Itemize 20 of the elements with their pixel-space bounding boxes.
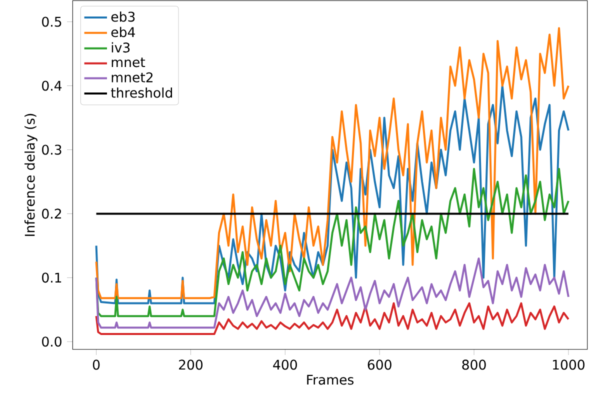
x-tick-label: 600 bbox=[368, 360, 392, 370]
legend-label: mnet bbox=[112, 58, 146, 68]
y-axis-title: Inference delay (s) bbox=[24, 114, 38, 236]
y-tick-label: 0.2 bbox=[42, 208, 61, 219]
x-tick-label: 800 bbox=[462, 360, 486, 370]
legend-label: eb4 bbox=[111, 26, 135, 38]
x-tick-label: 0 bbox=[92, 360, 100, 370]
legend-label: eb3 bbox=[111, 11, 135, 22]
y-tick-label: 0.3 bbox=[42, 144, 62, 155]
x-tick-label: 400 bbox=[273, 360, 297, 370]
legend-label: mnet2 bbox=[112, 72, 152, 82]
y-tick-label: 0.5 bbox=[42, 16, 62, 27]
legend-label: iv3 bbox=[112, 42, 130, 53]
y-tick-label: 0.1 bbox=[42, 272, 62, 283]
y-tick-label: 0.0 bbox=[42, 336, 62, 347]
x-tick-label: 1000 bbox=[553, 360, 584, 370]
y-tick-label: 0.4 bbox=[42, 80, 62, 91]
x-axis-title: Frames bbox=[307, 374, 354, 385]
legend-label: threshold bbox=[110, 87, 172, 98]
x-tick-label: 200 bbox=[179, 360, 203, 370]
